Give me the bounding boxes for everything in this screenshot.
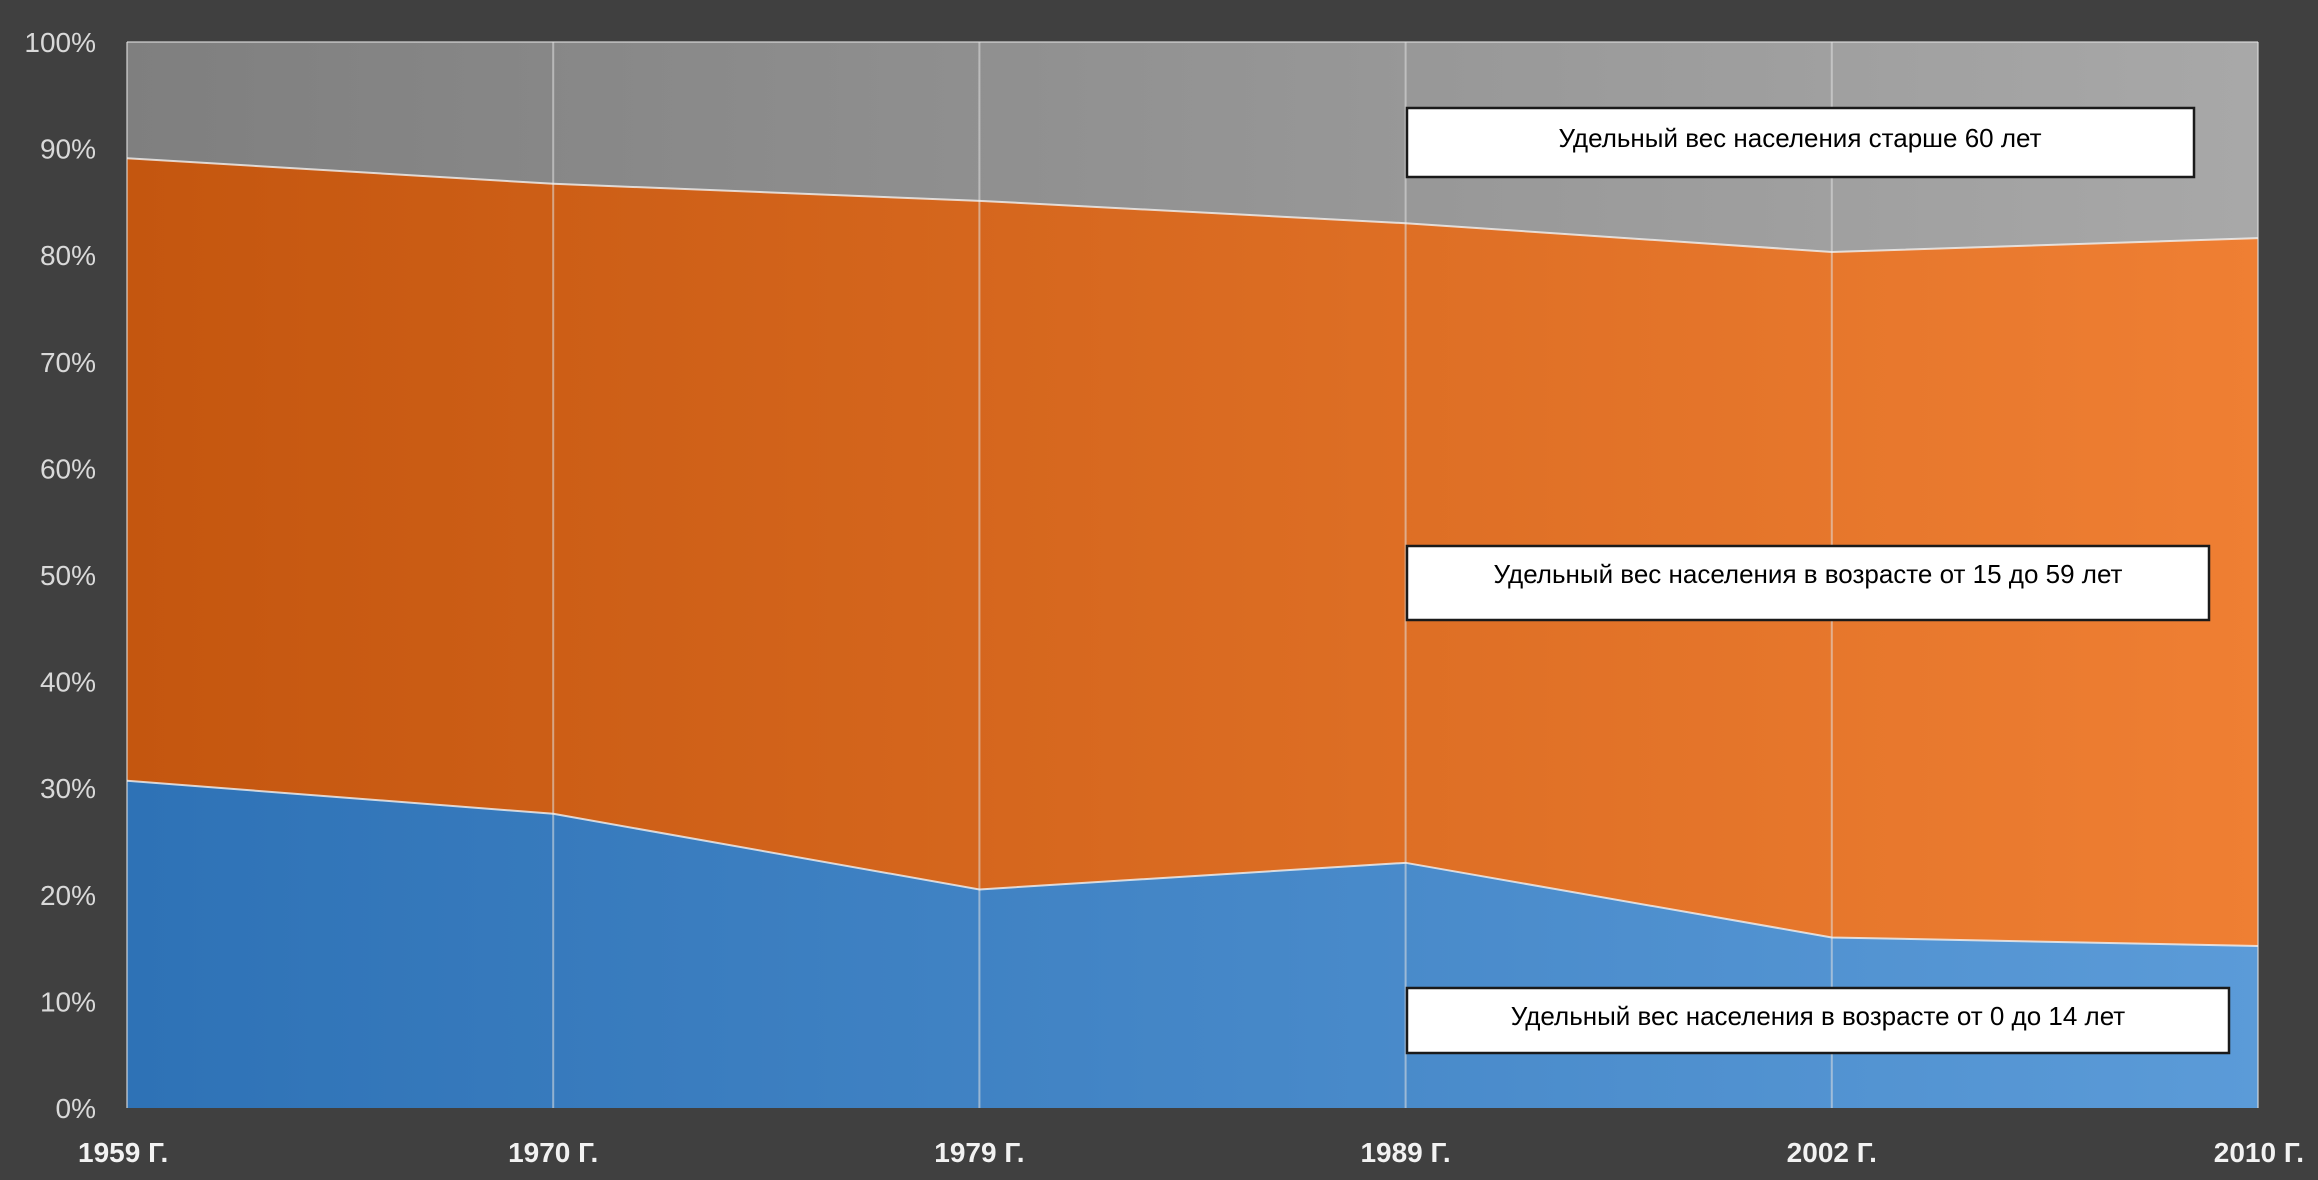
y-tick-label: 80% <box>40 240 96 271</box>
y-axis: 0% 10% 20% 30% 40% 50% 60% 70% 80% 90% 100% <box>24 27 96 1124</box>
area-elderly <box>127 42 2258 253</box>
annotation-elderly-box <box>1405 106 2196 179</box>
y-tick-label: 100% <box>24 27 96 58</box>
y-tick-label: 0% <box>56 1093 96 1124</box>
y-tick-label: 20% <box>40 880 96 911</box>
y-tick-label: 90% <box>40 134 96 165</box>
y-tick-label: 70% <box>40 347 96 378</box>
y-tick-label: 40% <box>40 667 96 698</box>
y-tick-label: 10% <box>40 986 96 1017</box>
y-tick-label: 60% <box>40 453 96 484</box>
annotation-elderly: Удельный вес населения старше 60 лет <box>1405 106 2196 179</box>
x-tick-label: 2002 Г. <box>1787 1137 1877 1168</box>
annotation-elderly-text: Удельный вес населения старше 60 лет <box>1558 123 2041 153</box>
annotation-working: Удельный вес населения в возрасте от 15 … <box>1405 544 2211 622</box>
x-tick-label: 1989 Г. <box>1360 1137 1450 1168</box>
annotation-young-box <box>1405 986 2231 1055</box>
annotation-young-text: Удельный вес населения в возрасте от 0 д… <box>1511 1001 2126 1031</box>
series-boundary-lines <box>126 157 2259 947</box>
x-tick-label: 2010 Г. <box>2214 1137 2304 1168</box>
y-tick-label: 50% <box>40 560 96 591</box>
annotation-working-box <box>1405 544 2211 622</box>
area-working <box>127 158 2258 946</box>
annotation-working-text: Удельный вес населения в возрасте от 15 … <box>1494 559 2123 589</box>
x-axis: 1959 Г. 1970 Г. 1979 Г. 1989 Г. 2002 Г. 2010 … <box>78 1137 2304 1168</box>
x-tick-label: 1970 Г. <box>508 1137 598 1168</box>
x-tick-label: 1979 Г. <box>934 1137 1024 1168</box>
boundary-working <box>126 157 2259 254</box>
annotation-young: Удельный вес населения в возрасте от 0 д… <box>1405 986 2231 1055</box>
y-tick-label: 30% <box>40 773 96 804</box>
boundary-young <box>126 779 2259 947</box>
x-tick-label: 1959 Г. <box>78 1137 168 1168</box>
